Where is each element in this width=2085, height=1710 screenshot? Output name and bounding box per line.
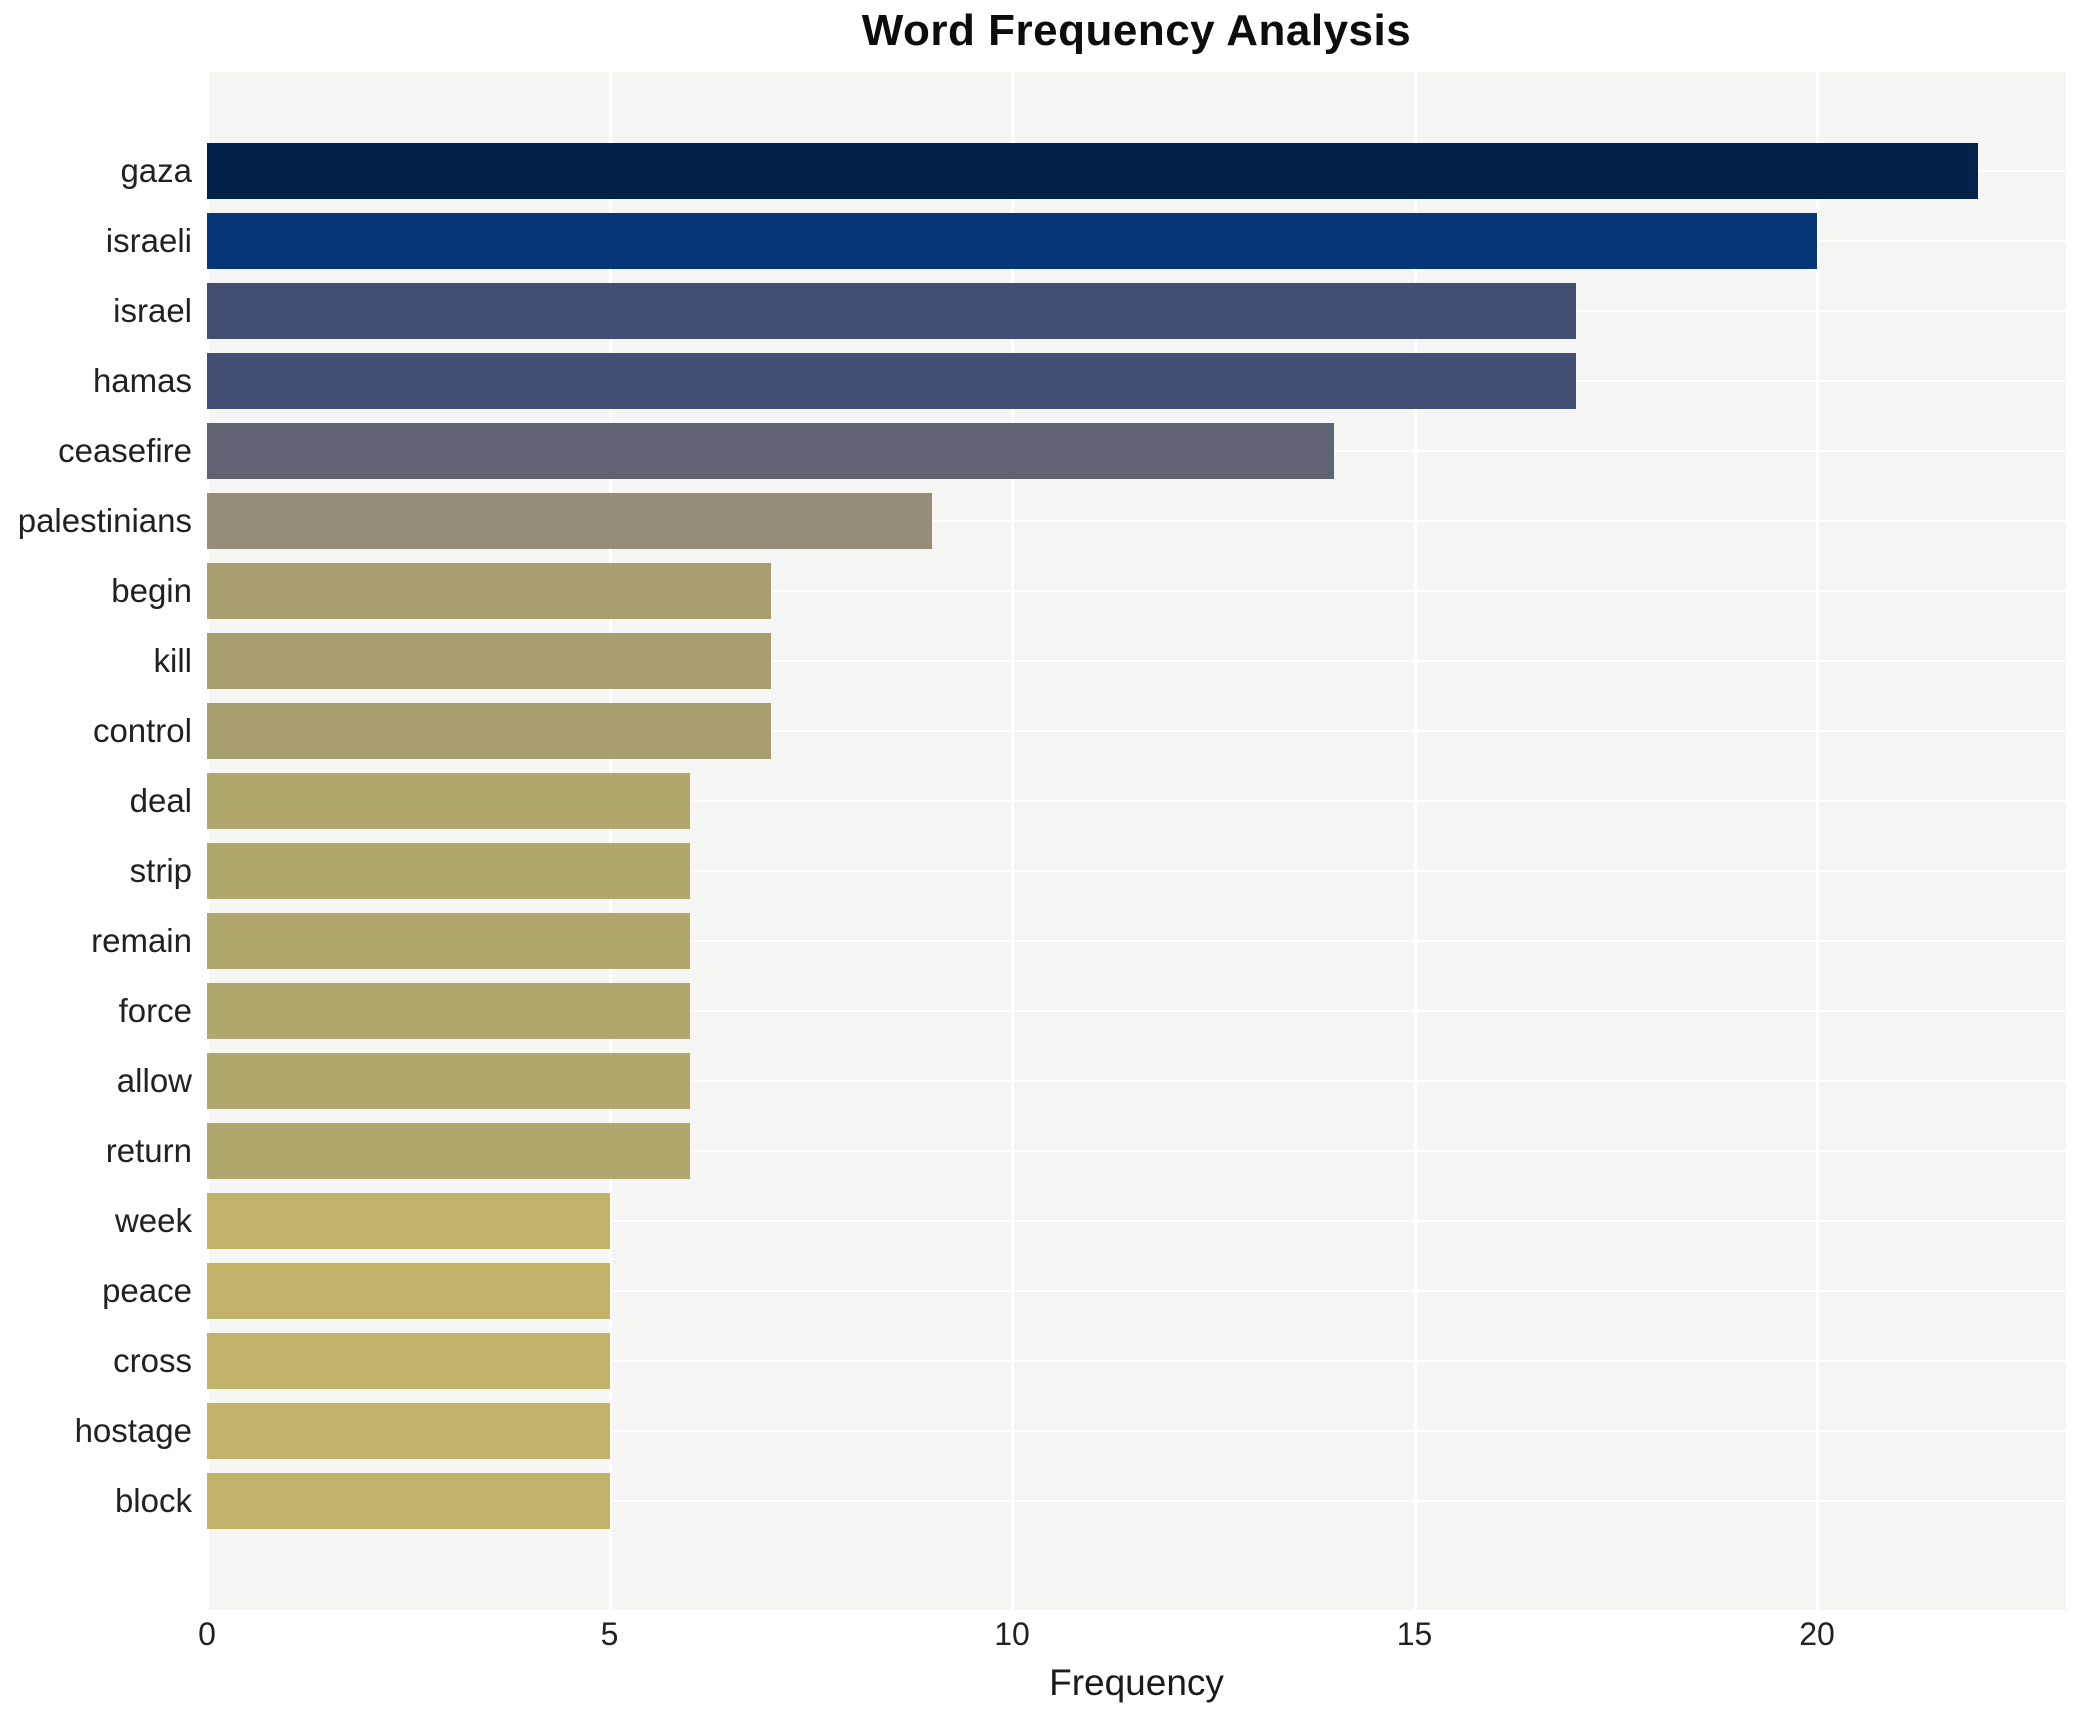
vertical-gridline <box>608 72 612 1610</box>
category-label-gaza: gaza <box>120 152 192 189</box>
category-label-allow: allow <box>116 1062 192 1099</box>
category-label-hostage: hostage <box>74 1412 192 1449</box>
horizontal-gridline <box>207 940 2066 942</box>
frequency-bar-allow <box>207 1053 690 1109</box>
frequency-bar-israeli <box>207 213 1817 269</box>
horizontal-gridline <box>207 1220 2066 1222</box>
horizontal-gridline <box>207 800 2066 802</box>
horizontal-gridline <box>207 1150 2066 1152</box>
horizontal-gridline <box>207 1360 2066 1362</box>
vertical-gridline <box>1413 72 1417 1610</box>
category-label-palestinians: palestinians <box>17 502 192 539</box>
category-label-force: force <box>118 992 192 1029</box>
frequency-bar-return <box>207 1123 690 1179</box>
category-label-deal: deal <box>129 782 192 819</box>
category-label-israel: israel <box>113 292 192 329</box>
horizontal-gridline <box>207 730 2066 732</box>
frequency-bar-force <box>207 983 690 1039</box>
frequency-bar-kill <box>207 633 771 689</box>
x-tick-label-10: 10 <box>994 1616 1030 1652</box>
horizontal-gridline <box>207 660 2066 662</box>
frequency-bar-hamas <box>207 353 1576 409</box>
horizontal-gridline <box>207 520 2066 522</box>
frequency-bar-deal <box>207 773 690 829</box>
x-tick-label-15: 15 <box>1396 1616 1433 1652</box>
category-label-israeli: israeli <box>105 222 192 259</box>
frequency-bar-palestinians <box>207 493 932 549</box>
category-label-cross: cross <box>113 1342 192 1379</box>
frequency-bar-israel <box>207 283 1576 339</box>
x-tick-label-0: 0 <box>198 1616 216 1652</box>
vertical-gridline <box>1816 72 1819 1610</box>
frequency-bar-strip <box>207 843 690 899</box>
horizontal-gridline <box>207 870 2066 872</box>
category-label-remain: remain <box>91 922 192 959</box>
frequency-bar-peace <box>207 1263 610 1319</box>
frequency-bar-begin <box>207 563 771 619</box>
horizontal-gridline <box>207 1500 2066 1502</box>
frequency-bar-gaza <box>207 143 1978 199</box>
category-label-strip: strip <box>129 852 192 889</box>
vertical-gridline <box>206 72 209 1610</box>
horizontal-gridline <box>207 590 2066 592</box>
category-label-control: control <box>92 712 192 749</box>
horizontal-gridline <box>207 1080 2066 1082</box>
frequency-bar-ceasefire <box>207 423 1334 479</box>
frequency-bar-remain <box>207 913 690 969</box>
category-label-begin: begin <box>111 572 192 609</box>
chart-title: Word Frequency Analysis <box>861 6 1412 55</box>
category-label-ceasefire: ceasefire <box>58 432 192 469</box>
category-label-kill: kill <box>153 642 193 679</box>
horizontal-gridline <box>207 1430 2066 1432</box>
category-label-peace: peace <box>102 1272 192 1309</box>
frequency-bar-cross <box>207 1333 610 1389</box>
category-label-return: return <box>105 1132 192 1169</box>
category-label-block: block <box>114 1482 192 1519</box>
frequency-bar-hostage <box>207 1403 610 1459</box>
frequency-bar-control <box>207 703 771 759</box>
category-label-week: week <box>114 1202 192 1239</box>
plot-area <box>206 72 2066 1610</box>
horizontal-gridline <box>207 1010 2066 1012</box>
x-axis-title: Frequency <box>1049 1662 1224 1703</box>
horizontal-gridline <box>207 1290 2066 1292</box>
category-label-hamas: hamas <box>92 362 192 399</box>
x-tick-label-20: 20 <box>1799 1616 1835 1652</box>
frequency-bar-block <box>207 1473 610 1529</box>
frequency-bar-week <box>207 1193 610 1249</box>
x-tick-label-5: 5 <box>600 1616 619 1652</box>
vertical-gridline <box>1011 72 1014 1610</box>
